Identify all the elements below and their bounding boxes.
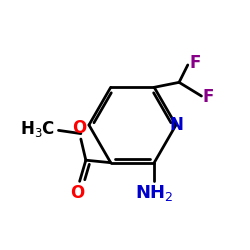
Text: O: O xyxy=(72,118,87,136)
Text: N: N xyxy=(169,116,183,134)
Text: NH$_2$: NH$_2$ xyxy=(135,182,173,203)
Text: H$_3$C: H$_3$C xyxy=(20,119,55,139)
Text: F: F xyxy=(189,54,200,72)
Text: F: F xyxy=(203,88,214,106)
Text: O: O xyxy=(70,184,84,202)
